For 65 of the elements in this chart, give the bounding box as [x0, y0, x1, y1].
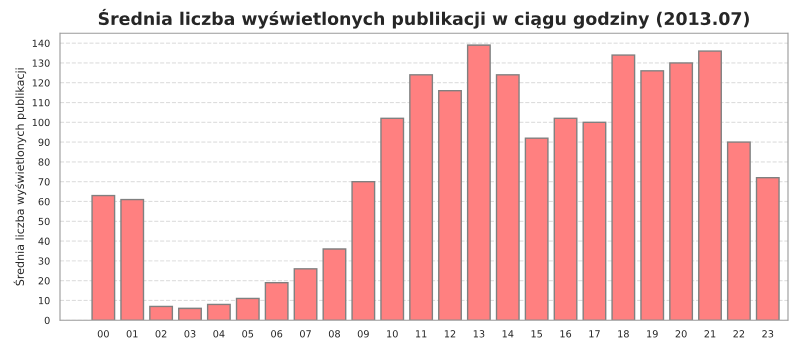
x-tick-label: 23 — [762, 330, 774, 338]
bar — [466, 44, 491, 320]
bar — [756, 177, 780, 320]
bar — [640, 70, 664, 320]
bar — [524, 137, 549, 320]
y-tick-label: 60 — [38, 198, 50, 206]
bar — [120, 198, 144, 320]
y-tick-label: 20 — [38, 277, 50, 284]
y-tick-label: 30 — [38, 257, 50, 265]
y-tick-label: 110 — [32, 99, 50, 106]
x-tick-label: 18 — [618, 330, 629, 338]
y-tick-label: 0 — [44, 316, 50, 324]
bar — [322, 248, 346, 320]
bar — [554, 118, 578, 320]
x-tick-label: 20 — [676, 330, 687, 338]
x-tick-label: 17 — [589, 330, 600, 338]
x-tick-label: 06 — [271, 330, 282, 338]
x-tick-label: 08 — [328, 330, 340, 338]
x-tick-label: 21 — [704, 330, 716, 338]
x-tick-label: 12 — [444, 330, 456, 338]
x-tick-label: 09 — [358, 330, 369, 338]
bar — [669, 62, 694, 320]
bar — [351, 181, 376, 320]
y-tick-label: 140 — [32, 40, 50, 47]
chart-title: Średnia liczba wyświetlonych publikacji w ciągu godziny (2013.07) — [98, 8, 749, 29]
bar — [178, 308, 202, 320]
x-tick-label: 10 — [387, 330, 398, 338]
x-tick-label: 04 — [213, 330, 225, 338]
y-tick-label: 90 — [38, 138, 50, 146]
y-tick-label: 50 — [38, 218, 50, 226]
bar — [496, 74, 520, 320]
bar — [264, 282, 289, 320]
bar — [380, 118, 404, 320]
bar — [91, 194, 116, 320]
x-tick-label: 03 — [184, 330, 196, 338]
bar — [582, 122, 606, 320]
y-axis-title: Średnia liczba wyświetlonych publikacji — [14, 68, 26, 286]
bar — [438, 90, 462, 320]
y-tick-label: 130 — [32, 59, 50, 67]
x-tick-label: 05 — [242, 330, 254, 338]
bar — [206, 304, 231, 320]
x-tick-label: 13 — [474, 330, 484, 338]
y-tick-label: 10 — [38, 296, 50, 304]
bar — [409, 74, 434, 320]
y-tick-label: 40 — [38, 238, 50, 245]
y-tick-label: 70 — [38, 178, 50, 186]
bar — [294, 268, 318, 320]
x-tick-label: 22 — [733, 330, 744, 338]
bar — [611, 54, 636, 320]
bar — [236, 298, 260, 320]
y-tick-label: 120 — [32, 79, 50, 87]
x-tick-label: 16 — [560, 330, 572, 338]
x-tick-label: 11 — [416, 330, 426, 338]
x-tick-label: 02 — [156, 330, 166, 338]
y-tick-label: 100 — [32, 118, 50, 126]
x-tick-label: 00 — [98, 330, 109, 338]
y-tick-label: 80 — [38, 158, 50, 166]
bar — [698, 50, 722, 320]
bar — [149, 306, 174, 320]
x-tick-label: 14 — [502, 330, 514, 338]
bar — [726, 141, 751, 320]
x-tick-label: 07 — [300, 330, 311, 338]
x-tick-label: 19 — [647, 330, 658, 338]
x-tick-label: 01 — [126, 330, 138, 338]
x-tick-label: 15 — [532, 330, 542, 338]
